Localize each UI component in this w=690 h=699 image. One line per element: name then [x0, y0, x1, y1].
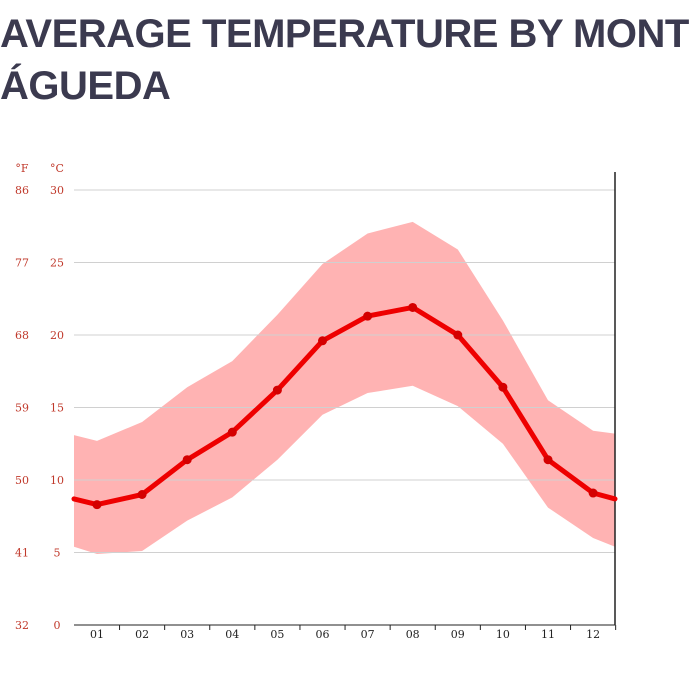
title-line-1: AVERAGE TEMPERATURE BY MONTH: [0, 12, 690, 56]
y-tick-label-celsius: 25: [50, 257, 64, 270]
average-temperature-point: [498, 382, 508, 392]
y-tick-label-celsius: 30: [50, 184, 64, 197]
y-tick-label-celsius: 5: [54, 547, 61, 560]
y-tick-label-fahrenheit: 50: [15, 474, 29, 487]
y-tick-label-fahrenheit: 41: [15, 547, 29, 560]
x-tick-label: 09: [451, 628, 465, 641]
page-title: AVERAGE TEMPERATURE BY MONTH ÁGUEDA: [0, 10, 690, 114]
average-temperature-point: [588, 488, 598, 498]
temperature-range-band: [74, 221, 615, 554]
x-tick-label: 01: [90, 628, 104, 641]
average-temperature-point: [363, 311, 373, 321]
average-temperature-line: [71, 304, 618, 508]
y-tick-label-fahrenheit: 59: [15, 402, 29, 415]
average-temperature-point: [137, 490, 147, 499]
x-tick-label: 11: [541, 628, 555, 641]
y-tick-label-celsius: 15: [50, 402, 64, 415]
average-temperature-point: [318, 336, 327, 346]
x-tick-label: 04: [225, 628, 239, 641]
y-tick-label-fahrenheit: 86: [15, 184, 29, 197]
average-temperature-point: [92, 500, 102, 510]
x-tick-label: 05: [270, 628, 284, 641]
average-temperature-point: [408, 302, 418, 312]
y-tick-label-fahrenheit: 68: [15, 329, 29, 342]
x-tick-label: 08: [406, 628, 420, 641]
x-tick-label: 10: [496, 628, 510, 641]
title-line-2: ÁGUEDA: [0, 64, 171, 108]
y-tick-label-celsius: 10: [50, 474, 64, 487]
y-tick-label-fahrenheit: 77: [15, 257, 29, 270]
average-temperature-point: [453, 330, 463, 340]
average-temperature-point: [272, 385, 282, 395]
x-tick-label: 07: [361, 628, 375, 641]
x-tick-label: 06: [316, 628, 330, 641]
y-tick-label-celsius: 20: [50, 329, 64, 342]
x-tick-label: 12: [586, 628, 600, 641]
average-temperature-point: [227, 427, 237, 437]
y-unit-celsius: °C: [50, 162, 64, 175]
x-tick-label: 03: [180, 628, 194, 641]
y-tick-label-celsius: 0: [54, 619, 61, 632]
average-temperature-point: [182, 455, 192, 465]
y-unit-fahrenheit: °F: [15, 162, 29, 175]
y-tick-label-fahrenheit: 32: [15, 619, 29, 632]
x-tick-label: 02: [135, 628, 149, 641]
average-temperature-point: [543, 455, 553, 465]
